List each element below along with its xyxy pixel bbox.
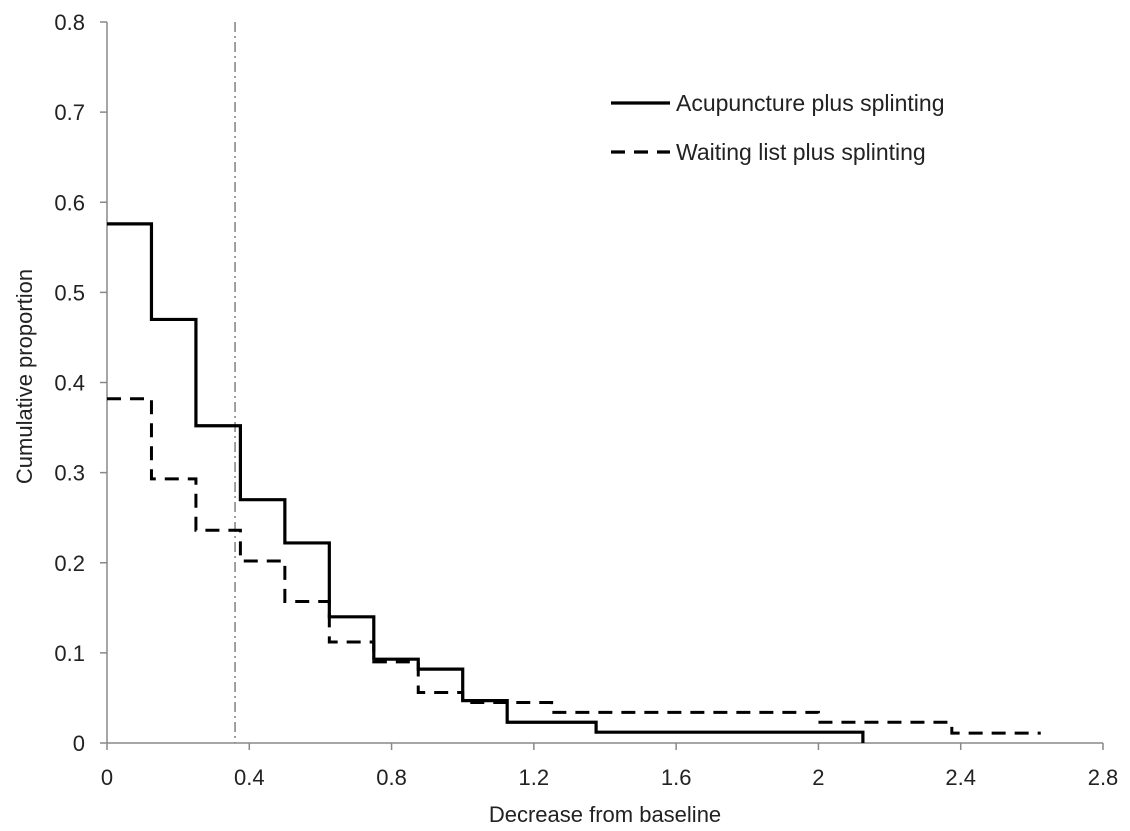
series-waiting-list-line xyxy=(107,397,1041,735)
legend-label: Acupuncture plus splinting xyxy=(676,90,945,116)
x-tick-label: 0 xyxy=(101,765,113,790)
x-tick-label: 0.8 xyxy=(376,765,407,790)
y-tick-label: 0.1 xyxy=(54,641,85,666)
y-tick-label: 0.8 xyxy=(54,10,85,35)
y-tick-label: 0.5 xyxy=(54,280,85,305)
series-layer xyxy=(107,222,1041,743)
x-axis-title: Decrease from baseline xyxy=(489,802,721,827)
ticks: 0 0.1 0.2 0.3 0.4 0.5 0.6 0.7 0.8 0 0.4 0.8 1.2 1.6 2 2… xyxy=(54,10,1118,790)
y-tick-label: 0 xyxy=(73,731,85,756)
x-tick-label: 0.4 xyxy=(234,765,265,790)
y-tick-label: 0.2 xyxy=(54,551,85,576)
y-tick-label: 0.7 xyxy=(54,100,85,125)
y-axis-title: Cumulative proportion xyxy=(12,269,37,484)
axes xyxy=(106,22,1103,744)
x-tick-label: 2.8 xyxy=(1088,765,1119,790)
x-tick-label: 1.6 xyxy=(661,765,692,790)
legend-label: Waiting list plus splinting xyxy=(676,139,926,165)
y-tick-label: 0.3 xyxy=(54,461,85,486)
legend: Acupuncture plus splinting Waiting list p… xyxy=(611,90,945,165)
x-tick-label: 2 xyxy=(812,765,824,790)
y-tick-label: 0.6 xyxy=(54,190,85,215)
x-tick-label: 1.2 xyxy=(519,765,550,790)
x-tick-label: 2.4 xyxy=(945,765,976,790)
y-tick-label: 0.4 xyxy=(54,371,85,396)
series-acupuncture-line xyxy=(107,222,865,743)
